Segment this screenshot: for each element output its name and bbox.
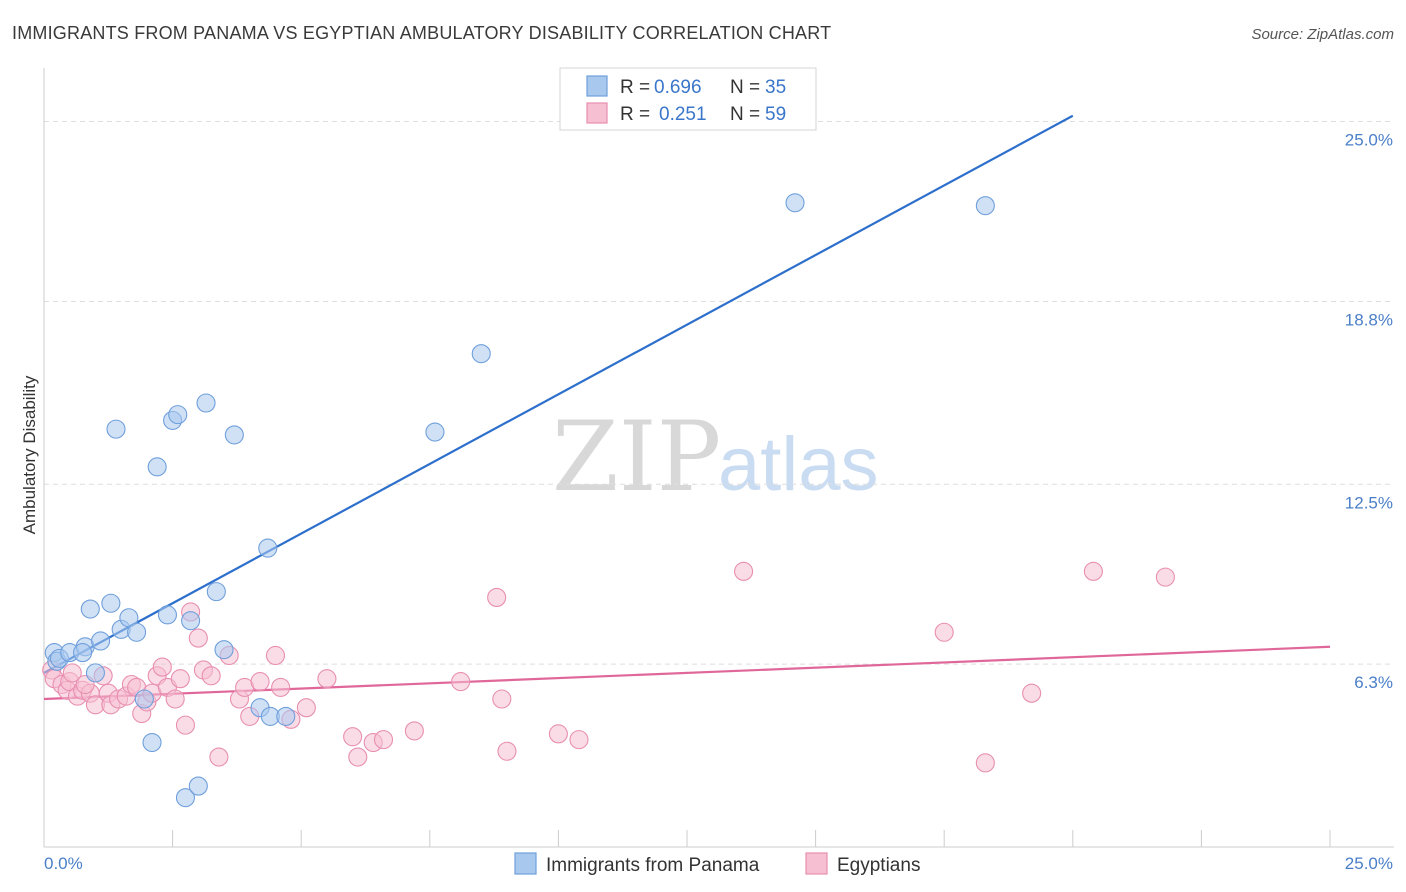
- point-panama-5: [73, 643, 93, 663]
- x-tick-label-start: 0.0%: [44, 854, 83, 873]
- point-egyptians-27: [188, 628, 208, 648]
- y-tick-labels: 6.3% 12.5% 18.8% 25.0%: [1345, 131, 1393, 693]
- point-egyptians-36: [265, 645, 286, 666]
- point-panama-30: [276, 706, 296, 726]
- chart-title: IMMIGRANTS FROM PANAMA VS EGYPTIAN AMBUL…: [12, 23, 831, 43]
- point-egyptians-21: [152, 657, 172, 677]
- point-egyptians-25: [175, 715, 196, 735]
- watermark: ZIP atlas: [552, 401, 879, 513]
- point-panama-24: [206, 582, 226, 602]
- point-panama-21: [181, 611, 201, 631]
- point-egyptians-44: [373, 730, 394, 750]
- point-egyptians-37: [271, 677, 291, 697]
- point-panama-9: [101, 593, 121, 613]
- point-panama-15: [142, 732, 162, 753]
- x-tick-labels: 0.0% 25.0%: [44, 854, 1393, 873]
- legend-n-value-egyptians: 59: [765, 104, 786, 125]
- point-egyptians-55: [1022, 683, 1042, 703]
- point-egyptians-51: [569, 730, 589, 750]
- point-egyptians-42: [348, 747, 368, 767]
- point-egyptians-47: [487, 587, 507, 607]
- point-egyptians-30: [209, 747, 229, 767]
- y-tick-label-2: 18.8%: [1345, 310, 1393, 329]
- point-egyptians-39: [296, 698, 316, 718]
- x-tick-label-end: 25.0%: [1345, 854, 1393, 873]
- legend-r-label-egyptians: R =: [620, 104, 650, 125]
- point-panama-31: [425, 422, 445, 442]
- point-egyptians-52: [734, 561, 754, 581]
- legend-r-value-panama: 0.696: [654, 77, 702, 98]
- chart-source: Source: ZipAtlas.com: [1251, 26, 1394, 43]
- data-points: [42, 193, 1175, 808]
- top-legend: R = 0.696 N = 35 R = 0.251 N = 59: [559, 67, 817, 131]
- point-panama-32: [471, 344, 491, 364]
- point-panama-17: [157, 605, 178, 625]
- y-axis-label: Ambulatory Disability: [20, 375, 39, 534]
- point-egyptians-48: [492, 689, 512, 709]
- point-panama-6: [80, 599, 100, 619]
- y-tick-label-3: 25.0%: [1345, 131, 1393, 150]
- point-panama-19: [168, 405, 188, 425]
- point-egyptians-40: [317, 669, 337, 689]
- watermark-zip: ZIP: [552, 401, 721, 513]
- point-panama-7: [85, 663, 105, 683]
- point-egyptians-5: [62, 663, 82, 683]
- bottom-legend-label-panama: Immigrants from Panama: [546, 855, 760, 876]
- point-panama-13: [127, 622, 147, 642]
- legend-n-label-panama: N =: [730, 77, 760, 98]
- point-egyptians-41: [343, 727, 363, 747]
- point-panama-20: [175, 788, 196, 808]
- point-egyptians-23: [165, 689, 185, 709]
- legend-swatch-panama: [586, 75, 608, 97]
- bottom-legend-swatch-egyptians: [805, 852, 828, 875]
- trend-line-panama: [43, 114, 1074, 674]
- bottom-legend: Immigrants from Panama Egyptians: [514, 852, 920, 876]
- point-egyptians-24: [170, 669, 190, 689]
- point-egyptians-49: [497, 741, 517, 761]
- point-panama-14: [134, 689, 154, 709]
- point-panama-22: [188, 776, 208, 796]
- legend-r-label-panama: R =: [620, 77, 650, 98]
- axes: [43, 68, 1394, 848]
- bottom-legend-label-egyptians: Egyptians: [837, 855, 920, 876]
- point-egyptians-46: [451, 672, 471, 692]
- point-egyptians-50: [548, 724, 568, 744]
- y-tick-label-0: 6.3%: [1354, 673, 1393, 692]
- watermark-atlas: atlas: [718, 422, 879, 507]
- legend-n-value-panama: 35: [765, 77, 786, 98]
- point-panama-10: [106, 419, 126, 439]
- point-egyptians-56: [1083, 561, 1103, 581]
- point-panama-34: [975, 196, 995, 216]
- gridlines: [44, 121, 1394, 665]
- legend-swatch-egyptians: [586, 102, 608, 124]
- legend-n-label-egyptians: N =: [730, 104, 760, 125]
- point-panama-23: [196, 393, 216, 413]
- bottom-legend-swatch-panama: [514, 852, 537, 875]
- point-panama-8: [91, 631, 111, 651]
- legend-r-value-egyptians: 0.251: [659, 104, 707, 125]
- point-panama-25: [214, 640, 234, 660]
- point-egyptians-35: [250, 672, 270, 692]
- point-egyptians-53: [934, 622, 954, 642]
- point-panama-26: [224, 425, 244, 445]
- point-panama-28: [258, 538, 278, 558]
- point-egyptians-57: [1155, 567, 1175, 587]
- point-panama-33: [785, 193, 805, 213]
- point-panama-16: [147, 457, 167, 477]
- point-egyptians-45: [404, 721, 424, 741]
- point-egyptians-29: [201, 666, 221, 686]
- y-tick-label-1: 12.5%: [1345, 493, 1393, 512]
- point-egyptians-54: [975, 753, 995, 773]
